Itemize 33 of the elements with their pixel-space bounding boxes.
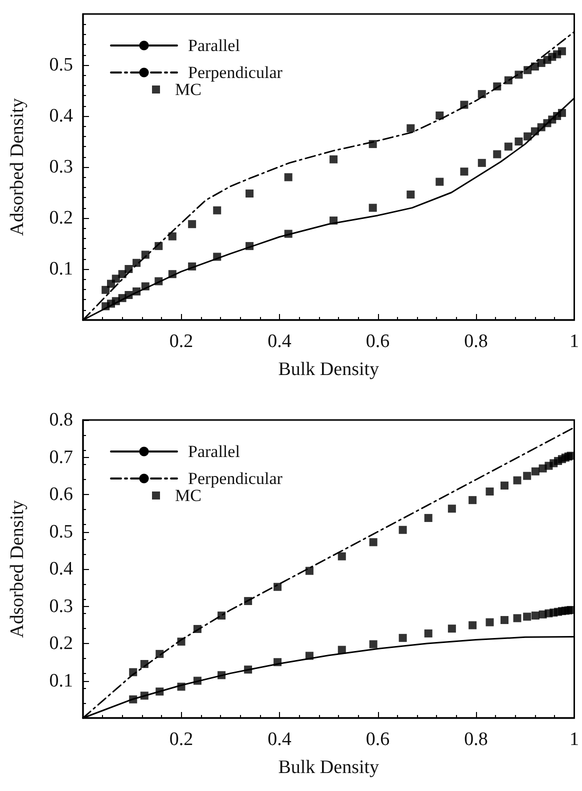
y-tick-label: 0.5 (49, 521, 73, 542)
x-axis-title: Bulk Density (278, 359, 380, 380)
x-tick-label: 0.4 (268, 729, 292, 750)
y-tick-label: 0.8 (49, 410, 73, 430)
y-tick-label: 0.4 (49, 558, 74, 580)
legend-label: MC (175, 80, 202, 99)
y-tick-label: 0.1 (49, 670, 73, 692)
x-tick-label: 0.8 (464, 729, 488, 750)
y-axis-title: Adsorbed Density (7, 98, 28, 236)
x-axis-title: Bulk Density (278, 757, 380, 778)
y-tick-label: 0.4 (49, 106, 74, 126)
y-tick-label: 0.3 (49, 156, 73, 178)
legend-label: MC (175, 486, 202, 505)
legend-label: Parallel (188, 36, 240, 55)
y-tick-label: 0.5 (49, 54, 73, 76)
x-tick-label: 0.8 (464, 331, 488, 352)
y-tick-label: 0.2 (49, 208, 73, 228)
y-tick-label: 0.1 (49, 258, 73, 280)
y-tick-label: 0.7 (49, 446, 73, 468)
x-tick-label: 0.6 (366, 331, 390, 352)
x-tick-label: 0.2 (169, 729, 194, 750)
legend-label: Perpendicular (188, 63, 283, 82)
x-tick-label: 0.4 (268, 331, 292, 352)
y-axis-title: Adsorbed Density (7, 500, 28, 638)
x-tick-label: 0.6 (366, 729, 390, 750)
x-tick-label: 0.2 (169, 331, 194, 352)
legend-label: Perpendicular (188, 469, 283, 488)
x-tick-label: 1 (570, 331, 579, 352)
x-tick-label: 1 (570, 729, 579, 750)
legend-label: Parallel (188, 442, 240, 461)
y-tick-label: 0.3 (49, 596, 73, 617)
y-tick-label: 0.6 (49, 484, 73, 505)
y-tick-label: 0.2 (49, 633, 73, 654)
